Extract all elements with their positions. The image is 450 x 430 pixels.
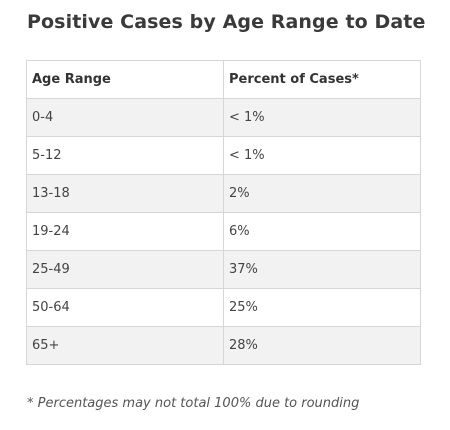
table-row: 25-49 37% bbox=[26, 250, 421, 289]
table-row: 65+ 28% bbox=[26, 326, 421, 365]
table-row: 5-12 < 1% bbox=[26, 136, 421, 175]
cases-table: Age Range Percent of Cases* 0-4 < 1% 5-1… bbox=[26, 60, 421, 365]
percent-cell: < 1% bbox=[223, 136, 421, 175]
percent-cell: 2% bbox=[223, 174, 421, 213]
percent-cell: 28% bbox=[223, 326, 421, 365]
age-range-cell: 19-24 bbox=[26, 212, 224, 251]
percent-cell: 37% bbox=[223, 250, 421, 289]
age-range-cell: 25-49 bbox=[26, 250, 224, 289]
table-title: Positive Cases by Age Range to Date bbox=[27, 11, 426, 33]
table-row: 13-18 2% bbox=[26, 174, 421, 213]
percent-cell: 6% bbox=[223, 212, 421, 251]
percent-cell: < 1% bbox=[223, 98, 421, 137]
age-range-cell: 65+ bbox=[26, 326, 224, 365]
table-row: 19-24 6% bbox=[26, 212, 421, 251]
age-range-cell: 13-18 bbox=[26, 174, 224, 213]
table-row: 0-4 < 1% bbox=[26, 98, 421, 137]
column-header-percent: Percent of Cases* bbox=[223, 60, 421, 99]
percent-cell: 25% bbox=[223, 288, 421, 327]
column-header-age-range: Age Range bbox=[26, 60, 224, 99]
header-row: Age Range Percent of Cases* bbox=[26, 60, 421, 99]
table-row: 50-64 25% bbox=[26, 288, 421, 327]
age-range-cell: 5-12 bbox=[26, 136, 224, 175]
age-range-cell: 50-64 bbox=[26, 288, 224, 327]
rounding-footnote: * Percentages may not total 100% due to … bbox=[27, 396, 360, 411]
age-range-cell: 0-4 bbox=[26, 98, 224, 137]
